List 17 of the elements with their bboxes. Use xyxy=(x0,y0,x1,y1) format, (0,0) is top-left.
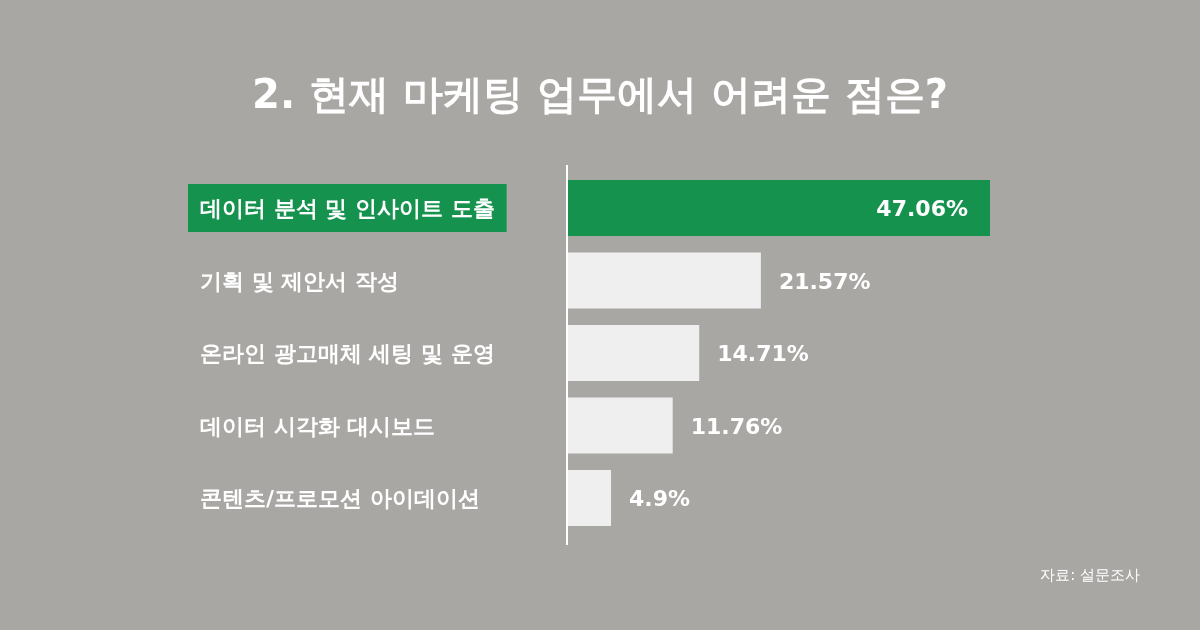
bar xyxy=(567,252,761,309)
bar xyxy=(567,397,673,454)
data-label: 11.76% xyxy=(690,413,783,439)
bar xyxy=(567,470,612,526)
y-tick-label: 데이터 분석 및 인사이트 도출 xyxy=(200,196,495,221)
text: 자료: 설문조사 xyxy=(1040,566,1140,584)
y-tick-label: 데이터 시각화 대시보드 xyxy=(200,413,436,439)
data-label: 4.9% xyxy=(629,486,691,511)
bar xyxy=(567,180,990,236)
chart-title: 2. 현재 마케팅 업무에서 어려운 점은? xyxy=(252,71,948,117)
data-label: 21.57% xyxy=(778,268,871,294)
y-tick-label: 온라인 광고매체 세팅 및 운영 xyxy=(200,341,495,366)
y-tick-label: 콘텐츠/프로모션 아이데이션 xyxy=(200,486,480,511)
y-tick-label: 기획 및 제안서 작성 xyxy=(200,268,399,294)
data-label: 47.06% xyxy=(876,196,968,221)
bar xyxy=(567,325,700,381)
data-label: 14.71% xyxy=(717,341,809,366)
